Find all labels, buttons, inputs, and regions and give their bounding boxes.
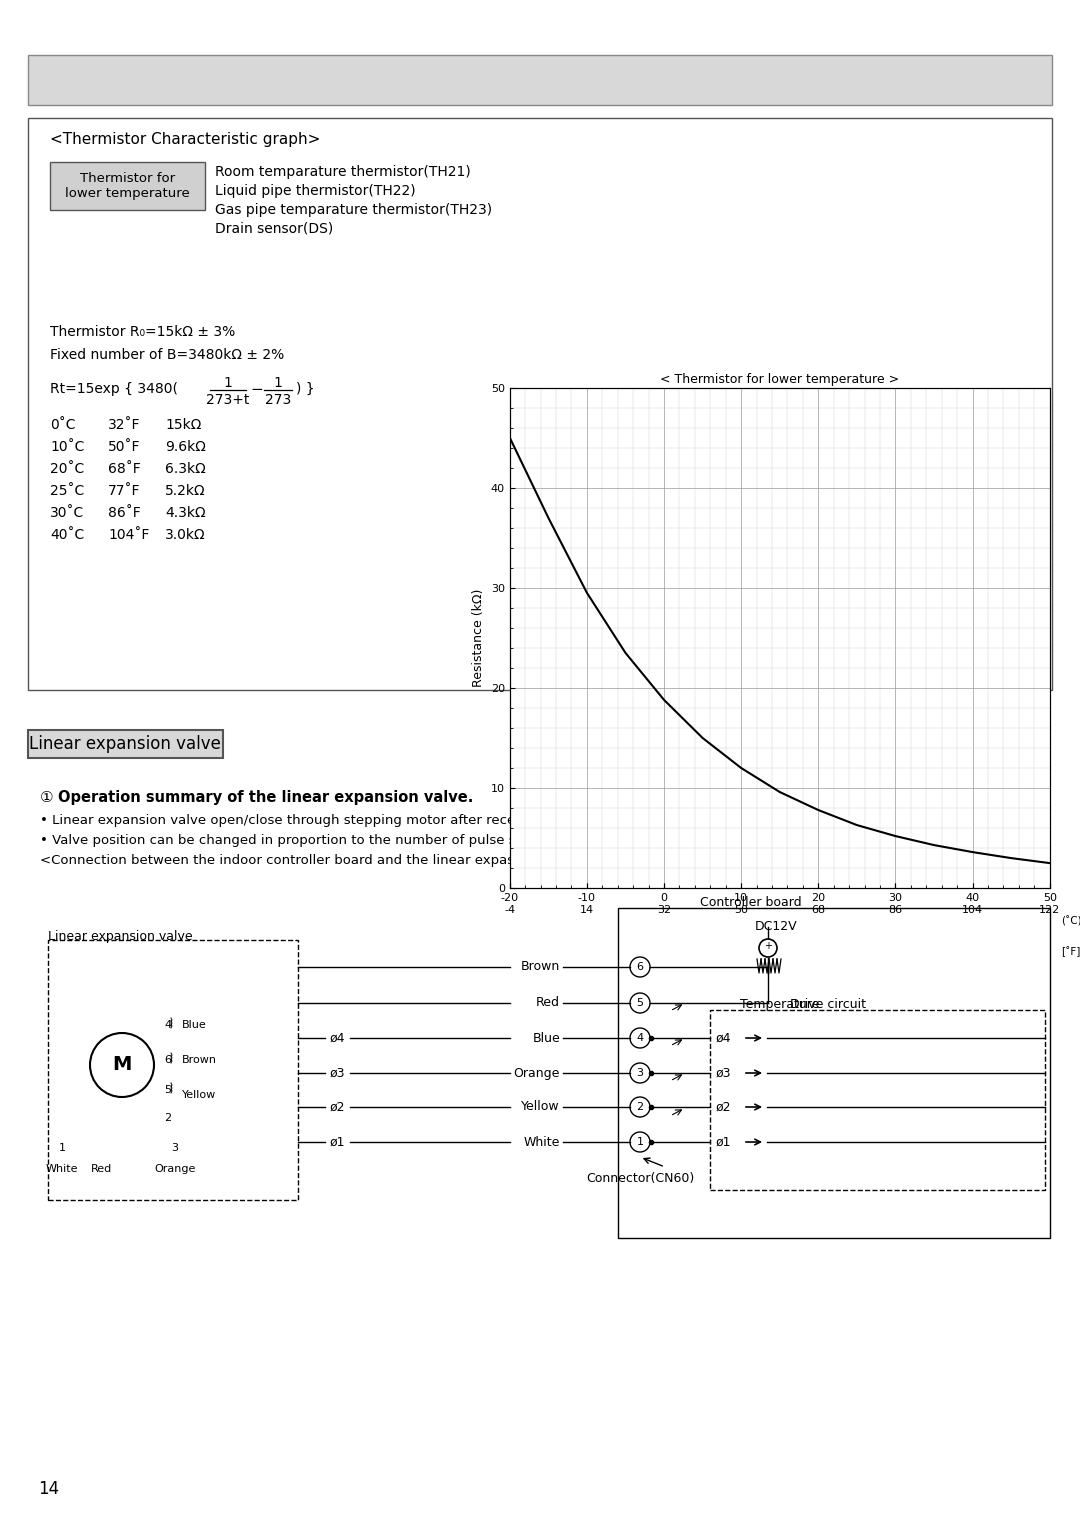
Bar: [48, 940, 298, 1199]
Text: ①: ①: [40, 790, 54, 806]
Text: ø4: ø4: [715, 1032, 730, 1044]
Text: Red: Red: [92, 1164, 112, 1173]
Text: • Linear expansion valve open/close through stepping motor after receiving the p: • Linear expansion valve open/close thro…: [40, 813, 881, 827]
Text: 1: 1: [273, 375, 283, 391]
Text: Gas pipe temparature thermistor(TH23): Gas pipe temparature thermistor(TH23): [215, 203, 492, 217]
Text: 10˚C: 10˚C: [50, 439, 84, 455]
Text: 77˚F: 77˚F: [108, 484, 140, 497]
Text: <Thermistor Characteristic graph>: <Thermistor Characteristic graph>: [50, 133, 321, 146]
Text: 68˚F: 68˚F: [108, 462, 140, 476]
Text: 3: 3: [172, 1143, 178, 1154]
Text: 5.2kΩ: 5.2kΩ: [165, 484, 205, 497]
Text: ø2: ø2: [715, 1100, 730, 1114]
Text: Orange: Orange: [154, 1164, 195, 1173]
Text: 5: 5: [636, 998, 644, 1009]
Circle shape: [630, 1064, 650, 1083]
Text: 6: 6: [636, 961, 644, 972]
Text: 86˚F: 86˚F: [108, 507, 140, 520]
Text: 273: 273: [265, 394, 292, 407]
Text: ) }: ) }: [296, 382, 314, 397]
Text: Drive circuit: Drive circuit: [789, 998, 866, 1012]
Text: 6.3kΩ: 6.3kΩ: [165, 462, 206, 476]
Text: 2: 2: [164, 1112, 172, 1123]
Bar: [710, 1010, 1045, 1190]
Text: 32˚F: 32˚F: [108, 418, 140, 432]
Bar: [28, 55, 1052, 105]
Text: M: M: [112, 1056, 132, 1074]
Text: Orange: Orange: [514, 1067, 561, 1079]
Text: −: −: [249, 382, 262, 397]
Text: <Connection between the indoor controller board and the linear expasion valve>: <Connection between the indoor controlle…: [40, 855, 585, 867]
Text: ø2: ø2: [330, 1100, 346, 1114]
Text: 15kΩ: 15kΩ: [165, 418, 201, 432]
Text: White: White: [524, 1135, 561, 1149]
Text: 4.3kΩ: 4.3kΩ: [165, 507, 205, 520]
Text: ø3: ø3: [715, 1067, 730, 1079]
Bar: [618, 908, 1050, 1238]
Text: 20˚C: 20˚C: [50, 462, 84, 476]
Text: 3: 3: [636, 1068, 644, 1077]
Text: ø1: ø1: [715, 1135, 730, 1149]
Text: 1: 1: [636, 1137, 644, 1148]
Bar: [28, 118, 1052, 690]
Text: 273+t: 273+t: [206, 394, 249, 407]
Text: Thermistor for
lower temperature: Thermistor for lower temperature: [65, 172, 190, 200]
Text: Liquid pipe thermistor(TH22): Liquid pipe thermistor(TH22): [215, 185, 416, 198]
Text: 3.0kΩ: 3.0kΩ: [165, 528, 205, 542]
Text: Yellow: Yellow: [522, 1100, 561, 1114]
Text: [˚F]: [˚F]: [1062, 946, 1080, 957]
Text: Brown: Brown: [521, 960, 561, 974]
Text: Blue: Blue: [532, 1032, 561, 1044]
Circle shape: [630, 957, 650, 977]
Text: White: White: [45, 1164, 78, 1173]
Text: Room temparature thermistor(TH21): Room temparature thermistor(TH21): [215, 165, 471, 179]
Text: Operation summary of the linear expansion valve.: Operation summary of the linear expansio…: [58, 790, 473, 806]
Text: Linear expansion valve: Linear expansion valve: [48, 929, 192, 943]
Circle shape: [630, 1132, 650, 1152]
Text: 30˚C: 30˚C: [50, 507, 84, 520]
Text: Thermistor R₀=15kΩ ± 3%: Thermistor R₀=15kΩ ± 3%: [50, 325, 235, 339]
Text: Yellow: Yellow: [183, 1090, 216, 1100]
Text: ø4: ø4: [330, 1032, 346, 1044]
Text: 1: 1: [58, 1143, 66, 1154]
Text: 6: 6: [164, 1054, 172, 1065]
Text: Rt=15exp { 3480(: Rt=15exp { 3480(: [50, 382, 178, 397]
Text: 5: 5: [164, 1085, 172, 1096]
Text: (˚C): (˚C): [1062, 916, 1080, 926]
Y-axis label: Resistance (kΩ): Resistance (kΩ): [472, 589, 485, 687]
Circle shape: [630, 993, 650, 1013]
Text: 1: 1: [224, 375, 232, 391]
Circle shape: [630, 1097, 650, 1117]
Text: DC12V: DC12V: [755, 920, 798, 932]
Text: 2: 2: [636, 1102, 644, 1112]
Text: ø3: ø3: [330, 1067, 346, 1079]
Text: 50˚F: 50˚F: [108, 439, 140, 455]
Text: 4: 4: [164, 1019, 172, 1030]
Text: Blue: Blue: [183, 1019, 206, 1030]
Title: < Thermistor for lower temperature >: < Thermistor for lower temperature >: [660, 374, 900, 386]
Bar: [28, 729, 222, 758]
Text: Controller board: Controller board: [700, 896, 801, 909]
Text: 104˚F: 104˚F: [108, 528, 149, 542]
Text: ø1: ø1: [330, 1135, 346, 1149]
Text: +: +: [764, 942, 772, 951]
Text: 0˚C: 0˚C: [50, 418, 76, 432]
Text: 14: 14: [38, 1480, 59, 1499]
Text: 25˚C: 25˚C: [50, 484, 84, 497]
Text: Drain sensor(DS): Drain sensor(DS): [215, 221, 334, 237]
Text: 40˚C: 40˚C: [50, 528, 84, 542]
Text: Connector(CN60): Connector(CN60): [585, 1172, 694, 1186]
Text: • Valve position can be changed in proportion to the number of pulse signal.: • Valve position can be changed in propo…: [40, 835, 552, 847]
Bar: [50, 162, 205, 211]
Circle shape: [630, 1029, 650, 1048]
Text: Brown: Brown: [183, 1054, 217, 1065]
Text: Linear expansion valve: Linear expansion valve: [29, 736, 221, 752]
Text: Red: Red: [536, 996, 561, 1010]
Text: Temperature: Temperature: [740, 998, 820, 1012]
Circle shape: [90, 1033, 154, 1097]
Text: 4: 4: [636, 1033, 644, 1042]
Text: 9.6kΩ: 9.6kΩ: [165, 439, 206, 455]
Text: Fixed number of B=3480kΩ ± 2%: Fixed number of B=3480kΩ ± 2%: [50, 348, 284, 362]
